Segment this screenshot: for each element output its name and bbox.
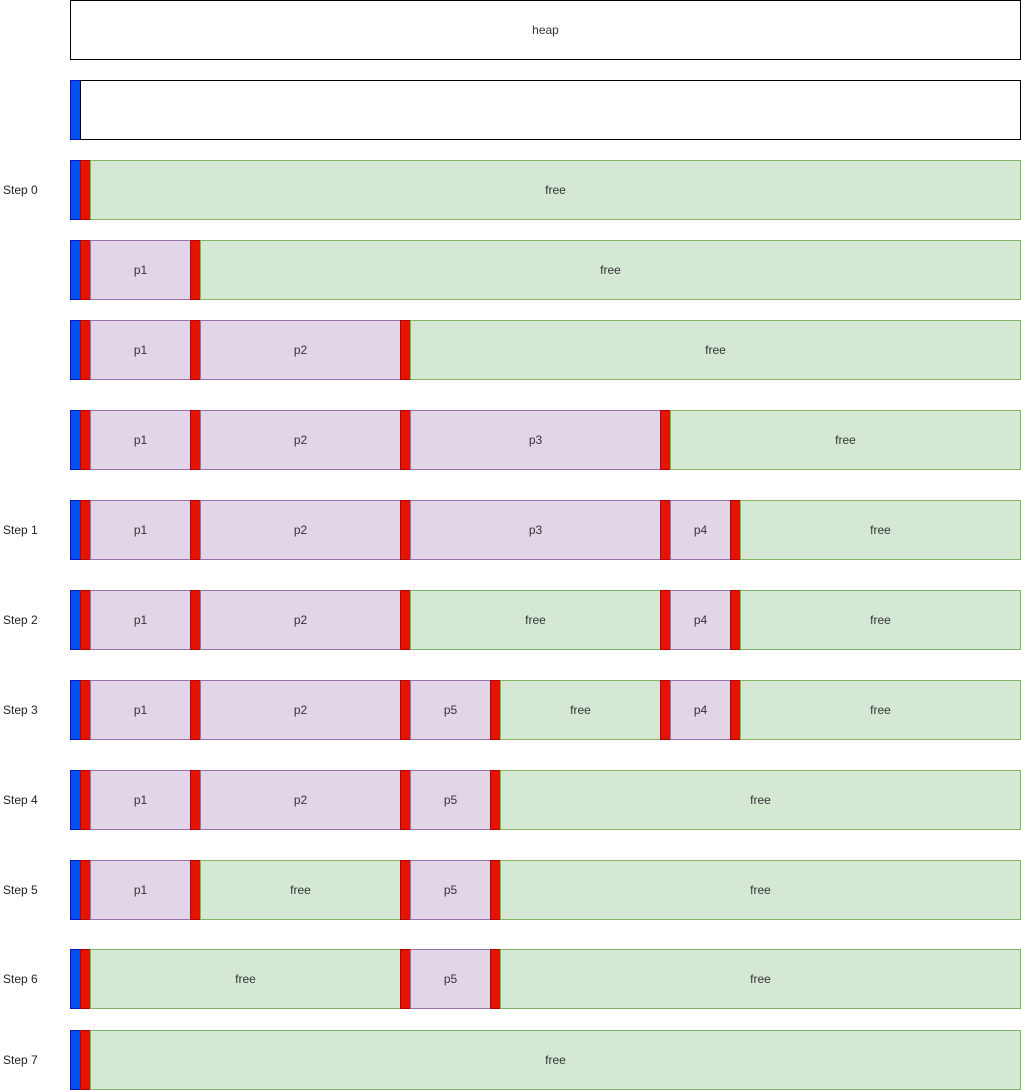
allocated-block: p1 [90,240,191,300]
memory-row: p1 p2 p3 free [0,410,1021,470]
allocated-block: p1 [90,770,191,830]
free-block: free [500,860,1021,920]
allocated-block: p1 [90,410,191,470]
memory-row: Step 6 free p5 free [0,949,1021,1009]
memory-row: Step 7 free [0,1030,1021,1090]
allocated-block: p2 [200,500,401,560]
free-block: free [90,949,401,1009]
allocated-block: p1 [90,860,191,920]
free-block: free [200,860,401,920]
allocated-block: p5 [410,770,491,830]
free-block: free [410,320,1021,380]
allocated-block: p1 [90,680,191,740]
free-block: free [740,590,1021,650]
heap-block: heap [70,0,1021,60]
allocated-block: p5 [410,949,491,1009]
free-block: free [670,410,1021,470]
free-block: free [500,949,1021,1009]
free-block: free [200,240,1021,300]
allocated-block: p1 [90,500,191,560]
allocated-block: p2 [200,320,401,380]
memory-row: Step 2 p1 p2 free p4 free [0,590,1021,650]
allocated-block: p3 [410,500,661,560]
allocated-block: p2 [200,770,401,830]
allocated-block: p3 [410,410,661,470]
step-label: Step 4 [3,793,38,807]
allocated-block: p5 [410,680,491,740]
free-block: free [500,680,661,740]
memory-row: Step 4 p1 p2 p5 free [0,770,1021,830]
free-block: free [90,160,1021,220]
step-label: Step 7 [3,1053,38,1067]
step-label: Step 1 [3,523,38,537]
allocated-block: p2 [200,680,401,740]
step-label: Step 2 [3,613,38,627]
free-block: free [90,1030,1021,1090]
memory-row: p1 p2 free [0,320,1021,380]
memory-row: Step 5 p1 free p5 free [0,860,1021,920]
step-label: Step 0 [3,183,38,197]
free-block: free [740,680,1021,740]
step-label: Step 3 [3,703,38,717]
memory-row: p1 free [0,240,1021,300]
allocated-block: p5 [410,860,491,920]
step-label: Step 5 [3,883,38,897]
allocated-block: p2 [200,590,401,650]
allocated-block: p4 [670,590,731,650]
free-block: free [740,500,1021,560]
allocated-block: p4 [670,500,731,560]
memory-row: Step 3 p1 p2 p5 free p4 free [0,680,1021,740]
allocated-block: p1 [90,320,191,380]
heap-block [80,80,1021,140]
allocated-block: p2 [200,410,401,470]
memory-row: heap [0,0,1021,60]
memory-row: Step 0 free [0,160,1021,220]
memory-row: Step 1 p1 p2 p3 p4 free [0,500,1021,560]
free-block: free [500,770,1021,830]
allocated-block: p4 [670,680,731,740]
free-block: free [410,590,661,650]
memory-row [0,80,1021,140]
step-label: Step 6 [3,972,38,986]
allocated-block: p1 [90,590,191,650]
